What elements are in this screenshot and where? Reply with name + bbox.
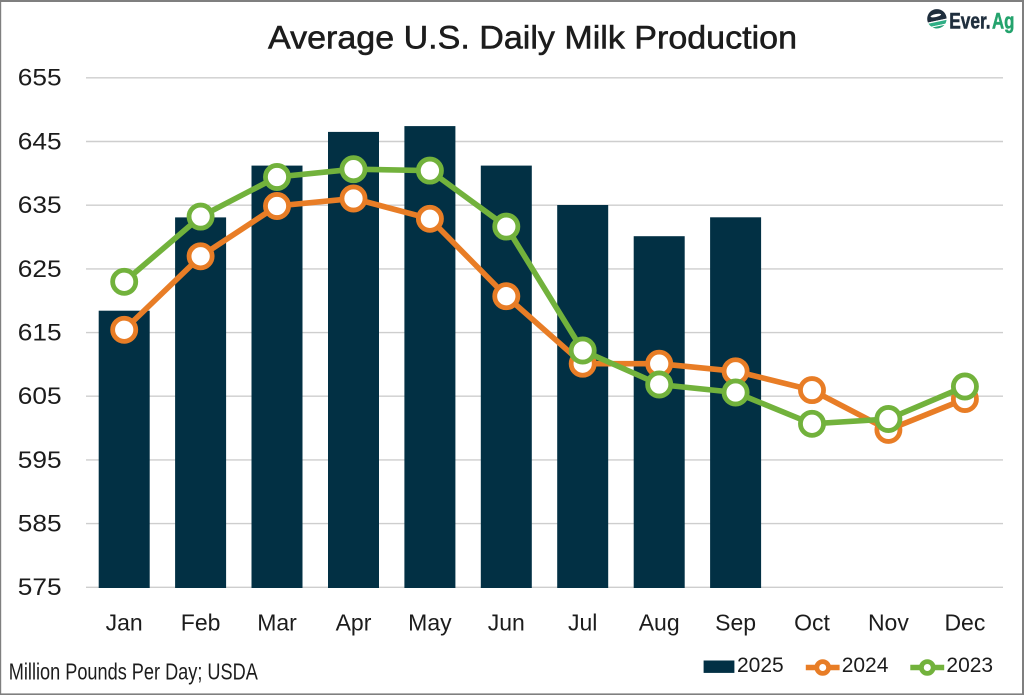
svg-text:Jul: Jul bbox=[568, 610, 597, 636]
svg-text:Average U.S. Daily Milk Produc: Average U.S. Daily Milk Production bbox=[268, 20, 797, 56]
svg-text:Feb: Feb bbox=[181, 610, 221, 636]
svg-text:Apr: Apr bbox=[336, 610, 372, 636]
svg-text:Jun: Jun bbox=[488, 610, 525, 636]
svg-text:615: 615 bbox=[18, 320, 62, 347]
svg-text:May: May bbox=[408, 610, 452, 636]
svg-text:Ever.: Ever. bbox=[949, 8, 990, 33]
svg-text:Ag: Ag bbox=[992, 8, 1014, 33]
svg-text:645: 645 bbox=[18, 128, 62, 155]
svg-text:635: 635 bbox=[18, 192, 62, 219]
svg-text:2024: 2024 bbox=[842, 654, 889, 677]
svg-text:575: 575 bbox=[18, 574, 62, 601]
svg-text:655: 655 bbox=[18, 65, 62, 92]
svg-text:Sep: Sep bbox=[715, 610, 756, 636]
svg-text:605: 605 bbox=[18, 383, 62, 410]
svg-text:Aug: Aug bbox=[639, 610, 680, 636]
svg-text:Million Pounds Per Day; USDA: Million Pounds Per Day; USDA bbox=[9, 658, 259, 684]
svg-text:Jan: Jan bbox=[106, 610, 143, 636]
svg-text:Dec: Dec bbox=[944, 610, 985, 636]
svg-text:625: 625 bbox=[18, 256, 62, 283]
svg-text:585: 585 bbox=[18, 511, 62, 538]
svg-text:2025: 2025 bbox=[737, 654, 784, 677]
svg-text:Mar: Mar bbox=[257, 610, 297, 636]
svg-text:2023: 2023 bbox=[946, 654, 993, 677]
svg-text:Oct: Oct bbox=[794, 610, 830, 636]
svg-text:595: 595 bbox=[18, 447, 62, 474]
svg-text:Nov: Nov bbox=[868, 610, 909, 636]
